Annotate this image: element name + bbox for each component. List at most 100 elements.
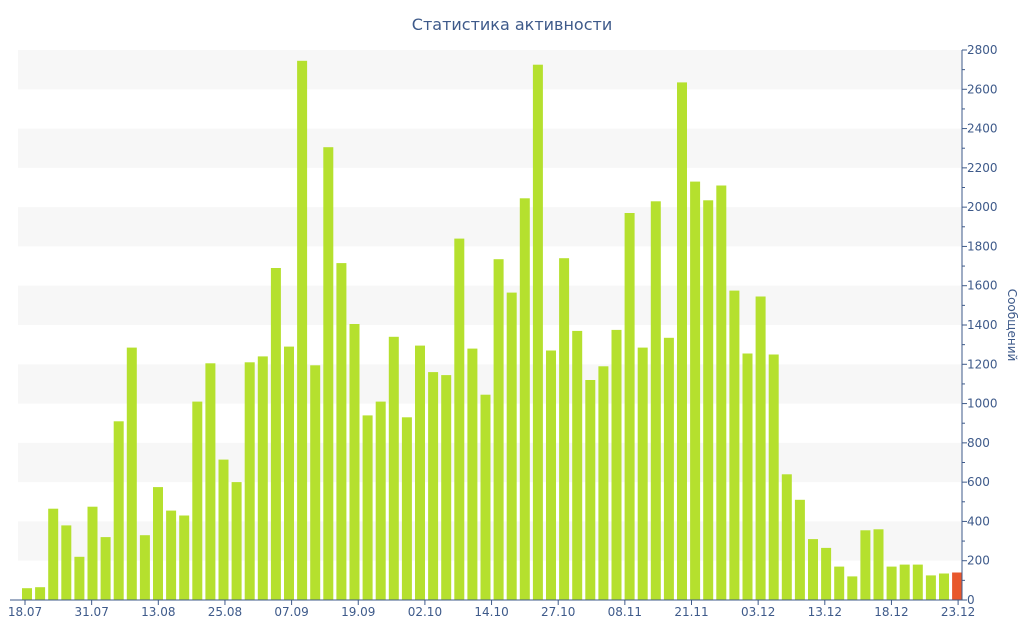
bar[interactable] [808,539,818,600]
bar[interactable] [873,529,884,600]
bar[interactable] [375,401,386,600]
bar[interactable] [179,515,190,601]
bar[interactable] [139,535,150,600]
bar[interactable] [153,487,163,600]
bar[interactable] [925,575,936,600]
bar[interactable] [349,324,360,600]
bar[interactable] [781,474,792,600]
bar[interactable] [166,510,177,600]
y-axis: 0 200 400 600 800 1000 1200 1400 1600 1800 2000 220… [961,43,998,607]
x-axis: 18.07 31.07 13.08 25.08 07.09 19.09 02.10 14.10… [8,599,975,619]
x-tick-label: 13.12 [808,605,842,619]
bar[interactable] [598,366,609,601]
bar[interactable] [467,348,478,600]
bar[interactable] [323,147,334,600]
bar[interactable] [546,350,556,601]
grid-band [18,50,962,90]
bar[interactable] [939,573,949,601]
bar[interactable] [284,346,294,600]
y-tick-label: 2200 [967,161,998,175]
bar[interactable] [336,263,347,600]
bar[interactable] [755,296,766,601]
bar[interactable] [61,525,72,600]
bar[interactable] [231,482,242,600]
y-tick-label: 200 [967,554,990,568]
bar[interactable] [126,347,137,600]
bar[interactable] [703,200,714,601]
grid-bands [18,50,962,561]
bar[interactable] [611,329,622,600]
x-tick-label: 03.12 [741,605,775,619]
bar[interactable] [821,547,832,600]
grid-band [18,128,962,168]
x-tick-label: 25.08 [208,605,242,619]
bar[interactable] [886,566,897,600]
x-tick-label: 19.09 [341,605,375,619]
y-axis-title: Сообщений [1005,289,1019,362]
bar[interactable] [690,181,701,600]
chart-title: Статистика активности [411,15,613,34]
x-tick-label: 18.07 [8,605,42,619]
y-tick-label: 400 [967,514,990,528]
bar[interactable] [428,372,439,600]
bar[interactable] [22,588,32,600]
bar[interactable] [244,362,255,600]
bar[interactable] [677,82,687,600]
bar[interactable] [388,336,399,600]
bar[interactable] [297,60,308,601]
y-tick-label: 2400 [967,122,998,136]
bar[interactable] [624,213,635,600]
bar[interactable] [310,365,321,600]
bars-layer [22,60,963,601]
bar[interactable] [35,587,46,600]
bar[interactable] [100,537,111,600]
bar[interactable] [860,530,871,600]
y-tick-label: 800 [967,436,990,450]
bar[interactable] [663,337,674,600]
y-tick-label: 1400 [967,318,998,332]
bar[interactable] [441,375,452,600]
y-tick-label: 2600 [967,82,998,96]
bar[interactable] [192,401,203,600]
bar[interactable] [257,356,268,600]
bar[interactable] [519,198,530,601]
bar[interactable] [572,330,583,600]
bar[interactable] [362,415,373,600]
x-tick-label: 21.11 [674,605,708,619]
bar[interactable] [480,394,491,600]
bar[interactable] [585,380,596,600]
grid-band [18,285,962,325]
bar[interactable] [270,268,281,600]
bar[interactable] [205,363,216,600]
bar[interactable] [637,347,648,600]
bar[interactable] [559,258,570,600]
bar[interactable] [401,417,412,600]
bar[interactable] [847,576,858,600]
bar[interactable] [899,564,910,600]
bar[interactable] [74,556,85,600]
bar[interactable] [493,259,504,600]
bar[interactable] [912,564,923,600]
bar[interactable] [794,499,805,600]
x-tick-label: 23.12 [941,605,975,619]
bar[interactable] [716,185,727,601]
bar[interactable] [454,238,465,600]
bar[interactable] [415,345,425,600]
bar[interactable] [532,64,543,600]
bar[interactable] [506,292,517,600]
bar[interactable] [834,566,845,600]
bar[interactable] [650,201,661,601]
bar[interactable] [742,353,753,601]
bar[interactable] [218,459,229,600]
y-tick-label: 1600 [967,279,998,293]
y-tick-label: 1200 [967,357,998,371]
bar[interactable] [113,421,124,601]
bar-current[interactable] [952,572,963,601]
x-tick-label: 13.08 [141,605,175,619]
bar[interactable] [768,354,779,601]
bar[interactable] [87,506,98,600]
bar[interactable] [729,290,740,600]
y-tick-label: 2000 [967,200,998,214]
bar[interactable] [48,508,59,600]
